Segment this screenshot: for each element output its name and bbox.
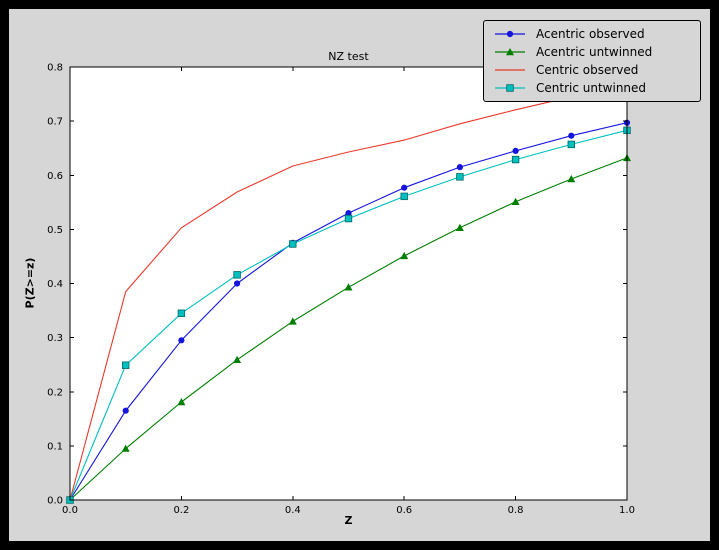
legend-label: Centric untwinned [536, 81, 647, 95]
y-tick-label: 0.1 [47, 441, 63, 452]
legend-label: Acentric observed [536, 27, 645, 41]
ticks: 0.0 0.2 0.4 0.6 0.8 1.0 0.0 0.1 0.2 0.3 0.4 0.5 0.6 0… [47, 63, 635, 517]
x-tick-label: 0.4 [285, 505, 301, 516]
y-axis-label: P(Z>=z) [23, 257, 37, 309]
legend-line-sample [495, 48, 525, 56]
x-tick-label: 1.0 [619, 505, 635, 516]
legend-line-sample [495, 30, 525, 38]
series-line-2 [69, 88, 628, 501]
y-tick-label: 0.7 [47, 117, 63, 128]
x-tick-label: 0.6 [396, 505, 412, 516]
x-tick-label: 0.2 [173, 505, 189, 516]
legend: Acentric observed Acentric untwinned Centr… [483, 20, 701, 102]
y-tick-label: 0.0 [47, 496, 63, 507]
legend-line-sample [495, 69, 525, 71]
y-tick-label: 0.4 [47, 279, 63, 290]
legend-label: Centric observed [536, 63, 639, 77]
y-tick-label: 0.8 [47, 63, 63, 74]
y-tick-label: 0.2 [47, 387, 63, 398]
legend-label: Acentric untwinned [536, 45, 653, 59]
y-tick-label: 0.6 [47, 171, 63, 182]
legend-item: Centric observed [493, 61, 691, 79]
legend-item: Acentric observed [493, 25, 691, 43]
legend-line-sample [495, 84, 525, 92]
x-tick-label: 0.8 [508, 505, 524, 516]
x-axis-label: Z [344, 514, 353, 527]
y-tick-label: 0.3 [47, 333, 63, 344]
y-tick-label: 0.5 [47, 225, 63, 236]
x-tick-label: 0.0 [62, 505, 78, 516]
legend-item: Acentric untwinned [493, 43, 691, 61]
legend-item: Centric untwinned [493, 79, 691, 97]
chart-title: NZ test [328, 50, 369, 63]
